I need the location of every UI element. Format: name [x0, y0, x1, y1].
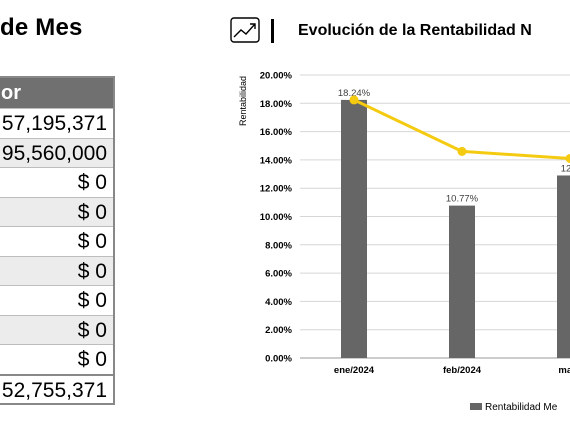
y-axis-title: Rentabilidad [238, 76, 248, 126]
line-marker [565, 153, 570, 163]
bar-data-label: 12.9 [561, 163, 570, 174]
bar [449, 205, 475, 358]
table-row: $ 0 [0, 285, 113, 315]
table-row: $ 0 [0, 226, 113, 256]
line-chart-trend-icon [230, 17, 260, 43]
y-tick-label: 0.00% [265, 354, 292, 365]
bar [557, 175, 570, 358]
legend-swatch [470, 403, 482, 410]
legend-label: Rentabilidad Me [485, 402, 558, 413]
y-tick-label: 4.00% [265, 297, 292, 308]
table-row: $ 0 [0, 196, 113, 226]
line-marker [349, 95, 359, 105]
chart-title: Evolución de la Rentabilidad N [298, 22, 532, 39]
y-tick-label: 16.00% [260, 127, 293, 138]
chart-legend: Rentabilidad Me [470, 402, 557, 413]
y-tick-label: 8.00% [265, 240, 292, 251]
bar-data-label: 18.24% [338, 88, 371, 99]
x-tick-label: ene/2024 [334, 365, 375, 376]
table-row: $ 0 [0, 167, 113, 197]
y-tick-label: 6.00% [265, 269, 292, 280]
title-divider [271, 19, 274, 43]
table-header: or [0, 78, 113, 108]
table-row: 95,560,000 [0, 137, 113, 167]
y-tick-label: 2.00% [265, 325, 292, 336]
line-marker [457, 146, 467, 156]
table-row: 57,195,371 [0, 108, 113, 138]
x-tick-label: mar/: [558, 365, 570, 376]
y-tick-label: 20.00% [260, 71, 293, 82]
table-row: $ 0 [0, 314, 113, 344]
summary-table: or 57,195,371 95,560,000 $ 0 $ 0 $ 0 $ 0… [0, 76, 115, 405]
y-tick-label: 10.00% [260, 212, 293, 223]
y-tick-label: 18.00% [260, 99, 293, 110]
table-total-row: 52,755,371 [0, 373, 113, 404]
table-title: de Mes [0, 14, 83, 41]
y-tick-label: 12.00% [260, 184, 293, 195]
x-tick-label: feb/2024 [443, 365, 482, 376]
bar [341, 99, 367, 359]
y-tick-label: 14.00% [260, 155, 293, 166]
bar-data-label: 10.77% [446, 194, 479, 205]
table-row: $ 0 [0, 255, 113, 285]
table-row: $ 0 [0, 344, 113, 374]
